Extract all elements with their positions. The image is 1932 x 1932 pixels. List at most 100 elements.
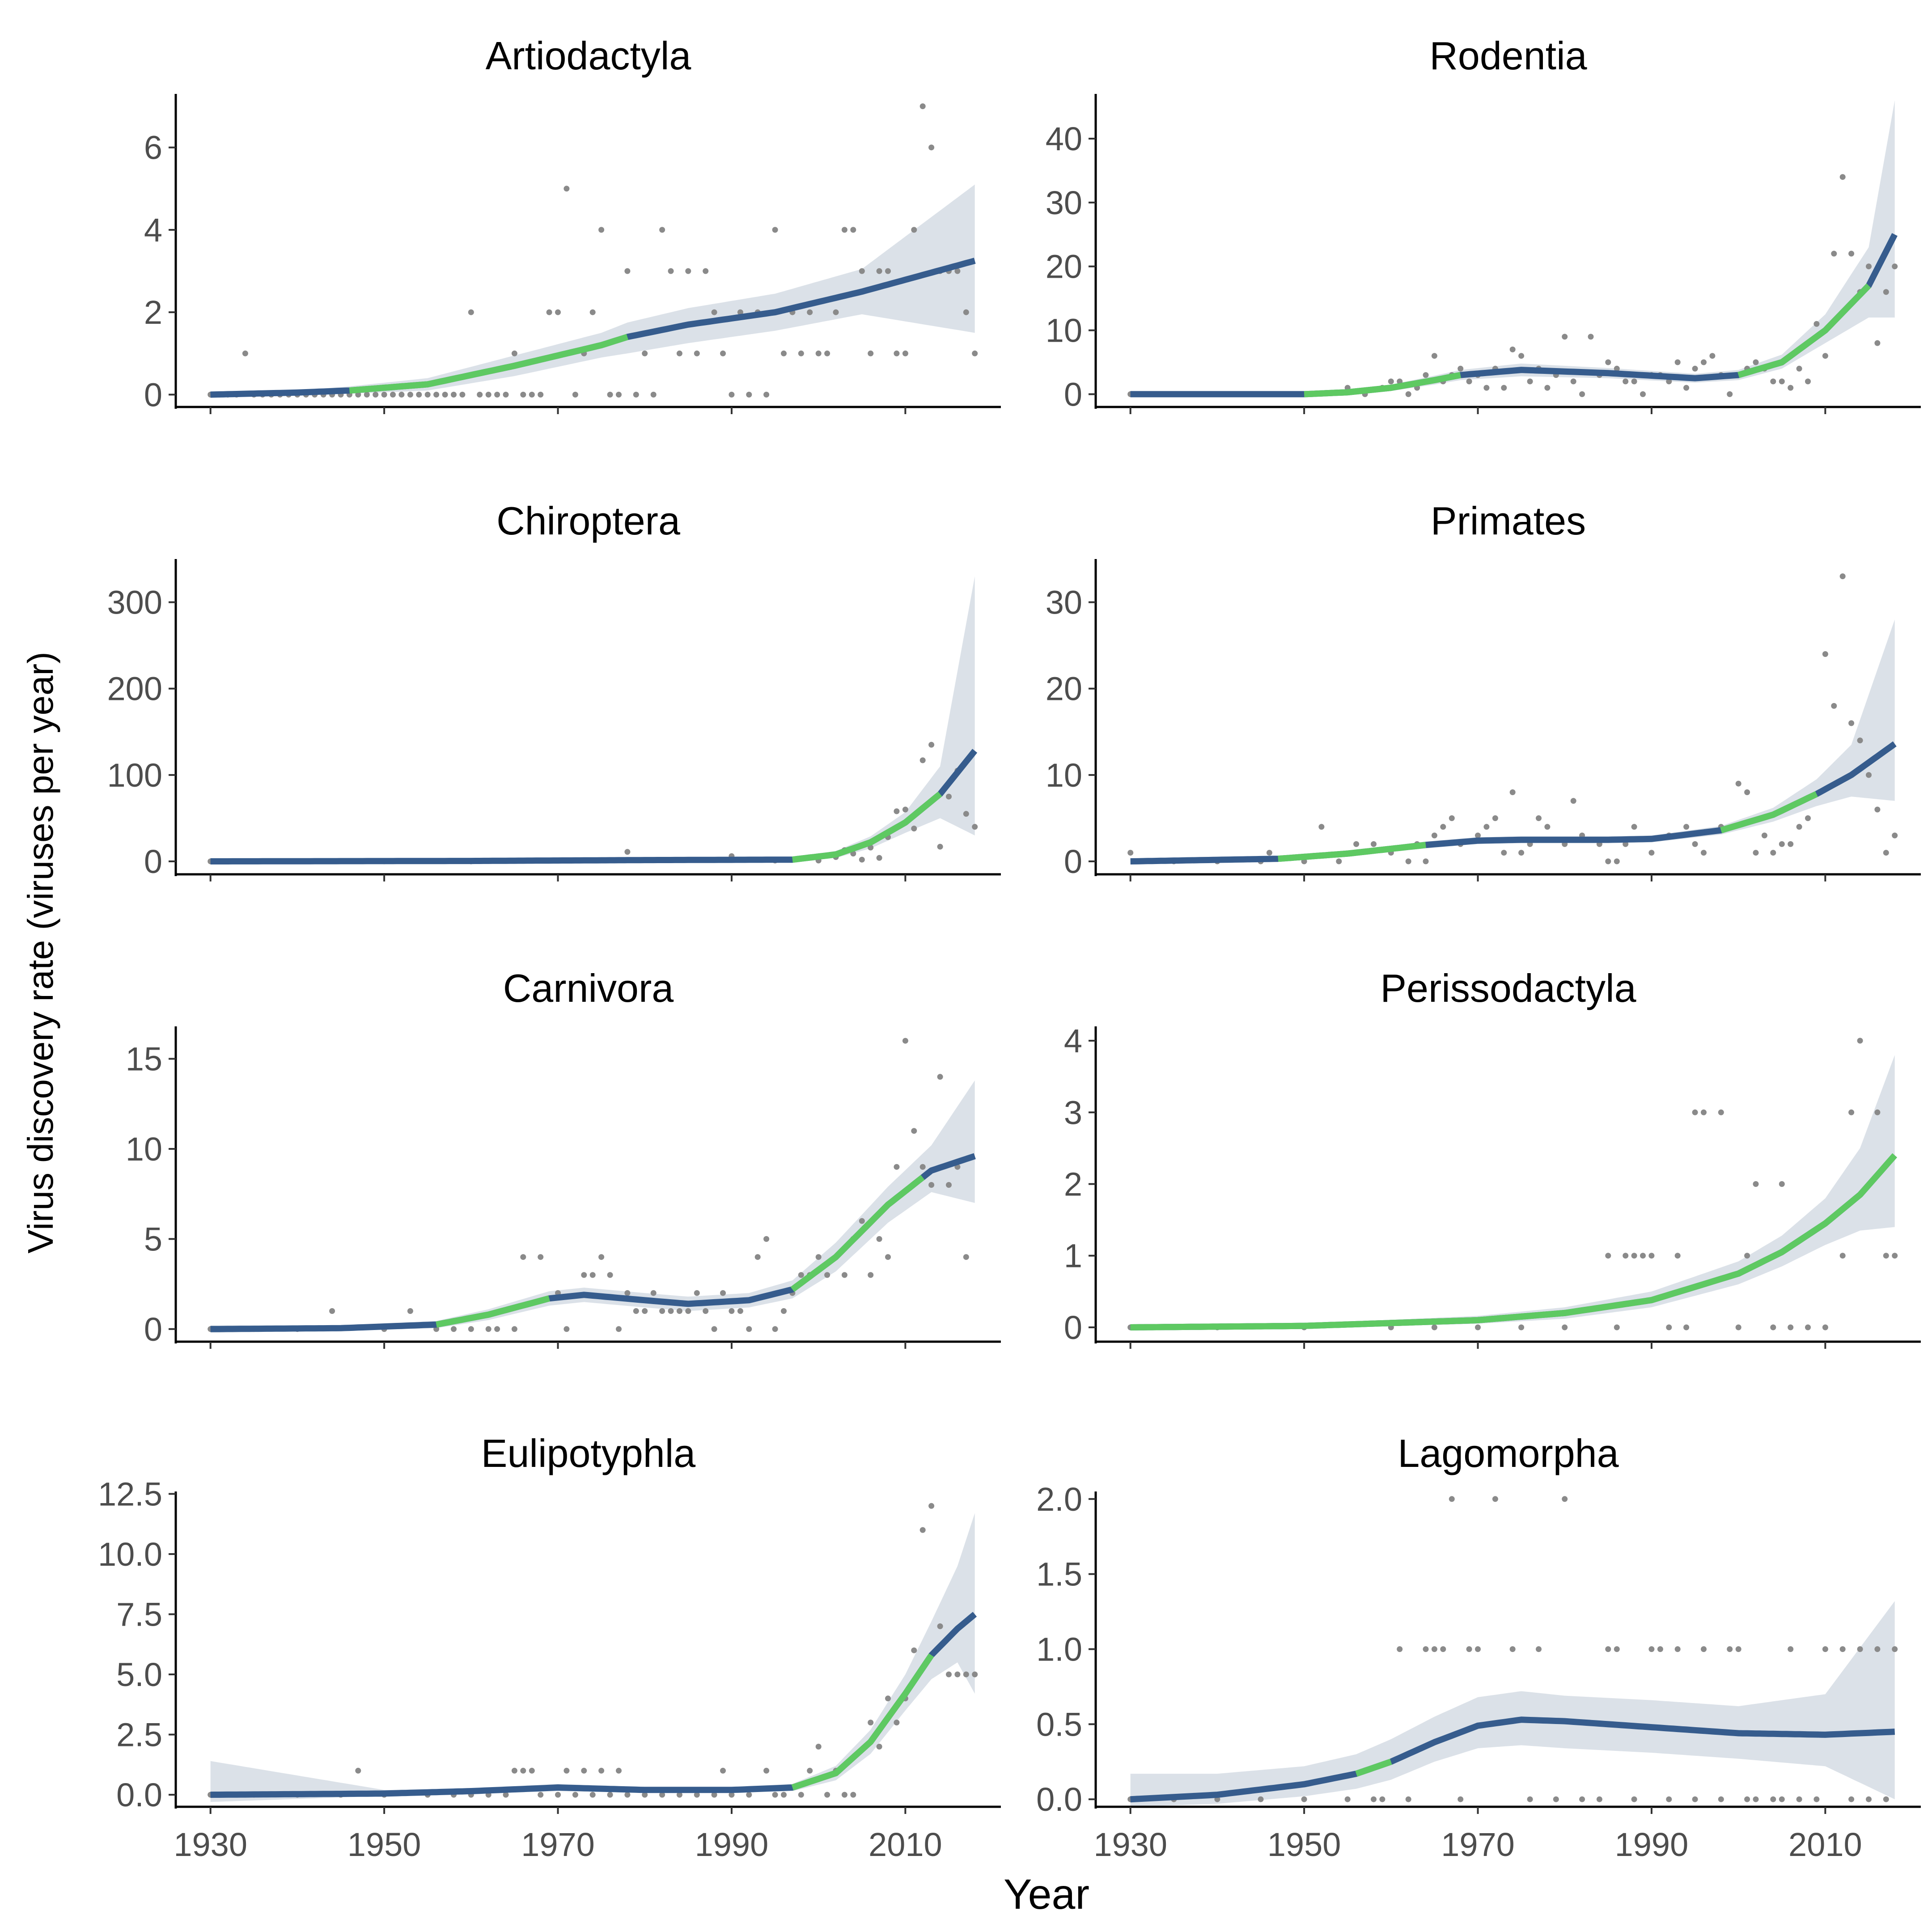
data-point	[1423, 372, 1429, 378]
data-point	[1813, 1796, 1820, 1802]
data-point	[1822, 353, 1828, 359]
data-point	[737, 1308, 743, 1314]
data-point	[807, 1767, 813, 1774]
data-point	[1527, 1796, 1533, 1802]
data-point	[1822, 1646, 1828, 1652]
data-point	[772, 227, 778, 233]
increase-segment	[349, 334, 629, 394]
data-point	[919, 757, 926, 763]
data-point	[703, 268, 709, 274]
data-point	[1518, 1324, 1525, 1330]
data-point	[676, 350, 682, 356]
data-point	[911, 1647, 917, 1653]
data-point	[355, 1767, 361, 1774]
data-point	[1674, 1646, 1681, 1652]
x-tick-label: 1930	[174, 1826, 247, 1863]
data-point	[815, 350, 822, 356]
data-point	[1883, 1796, 1889, 1802]
data-point	[772, 1792, 778, 1798]
data-point	[1631, 824, 1637, 830]
data-point	[1692, 841, 1698, 847]
panel-title: Eulipotyphla	[481, 1431, 696, 1475]
y-tick-label: 20	[1046, 670, 1082, 708]
data-point	[703, 1308, 709, 1314]
y-tick-label: 0	[1064, 843, 1082, 880]
data-point	[963, 1671, 969, 1678]
data-point	[1544, 385, 1551, 391]
confidence-ribbon	[210, 576, 975, 862]
data-point	[520, 391, 526, 398]
data-point	[1727, 391, 1733, 397]
data-point	[1770, 1796, 1776, 1802]
data-point	[841, 227, 847, 233]
data-point	[911, 826, 917, 832]
data-point	[711, 1326, 717, 1332]
data-point	[503, 1792, 509, 1798]
y-tick-label: 30	[1046, 184, 1082, 221]
data-point	[1344, 1796, 1351, 1802]
panel-title: Lagomorpha	[1398, 1431, 1618, 1475]
data-point	[1596, 1796, 1602, 1802]
y-tick-label: 0	[144, 1311, 162, 1348]
x-axis-title: Year	[1004, 1871, 1089, 1918]
y-tick-label: 0.5	[1036, 1706, 1082, 1743]
data-point	[798, 1792, 804, 1798]
data-point	[1727, 1646, 1733, 1652]
data-point	[1605, 1646, 1611, 1652]
confidence-ribbon	[1130, 1601, 1895, 1807]
data-point	[1501, 385, 1507, 391]
data-point	[954, 1671, 961, 1678]
data-point	[1457, 365, 1464, 372]
data-point	[694, 1290, 700, 1296]
data-point	[1874, 1646, 1881, 1652]
data-point	[442, 391, 448, 398]
data-point	[1318, 824, 1325, 830]
x-tick-label: 1930	[1093, 1826, 1167, 1863]
data-point	[1848, 720, 1855, 726]
data-point	[1701, 850, 1707, 856]
data-point	[407, 391, 413, 398]
data-point	[650, 1290, 657, 1296]
data-point	[424, 391, 431, 398]
data-point	[546, 309, 552, 315]
data-point	[676, 1792, 682, 1798]
panel-title: Artiodactyla	[486, 34, 691, 78]
data-point	[1431, 353, 1437, 359]
panel-eulipotyphla: Eulipotyphla 0.0 2.5 5.0 7.5 10.0 12.5 1930 1950…	[98, 1431, 1001, 1863]
data-point	[685, 1308, 691, 1314]
trend-line	[1130, 233, 1898, 398]
data-point	[1127, 850, 1134, 856]
data-point	[1753, 850, 1759, 856]
data-point	[1805, 378, 1811, 385]
data-point	[1405, 1796, 1411, 1802]
data-point	[1683, 824, 1690, 830]
data-point	[642, 1792, 648, 1798]
data-point	[1475, 1324, 1481, 1330]
data-point	[1701, 1646, 1707, 1652]
data-point	[754, 1254, 761, 1260]
data-point	[781, 1792, 787, 1798]
data-point	[963, 811, 969, 817]
data-point	[242, 350, 248, 356]
data-point	[937, 843, 943, 850]
data-point	[841, 1792, 847, 1798]
panel-rodentia: Rodentia 0 10 20 30 40	[1046, 34, 1921, 414]
data-point	[589, 1272, 596, 1278]
data-point	[1883, 289, 1889, 295]
y-tick-label: 100	[107, 757, 162, 794]
data-point	[902, 350, 908, 356]
data-point	[564, 1767, 570, 1774]
data-point	[954, 268, 961, 274]
data-point	[538, 391, 544, 398]
data-point	[746, 1792, 752, 1798]
x-tick-label: 1970	[521, 1826, 595, 1863]
data-point	[763, 1767, 770, 1774]
y-tick-label: 3	[1064, 1094, 1082, 1131]
data-point	[1892, 832, 1898, 839]
data-point	[902, 806, 908, 813]
data-point	[1709, 353, 1716, 359]
data-point	[1822, 651, 1828, 657]
data-point	[911, 1128, 917, 1134]
data-point	[1544, 824, 1551, 830]
data-point	[1509, 346, 1516, 352]
